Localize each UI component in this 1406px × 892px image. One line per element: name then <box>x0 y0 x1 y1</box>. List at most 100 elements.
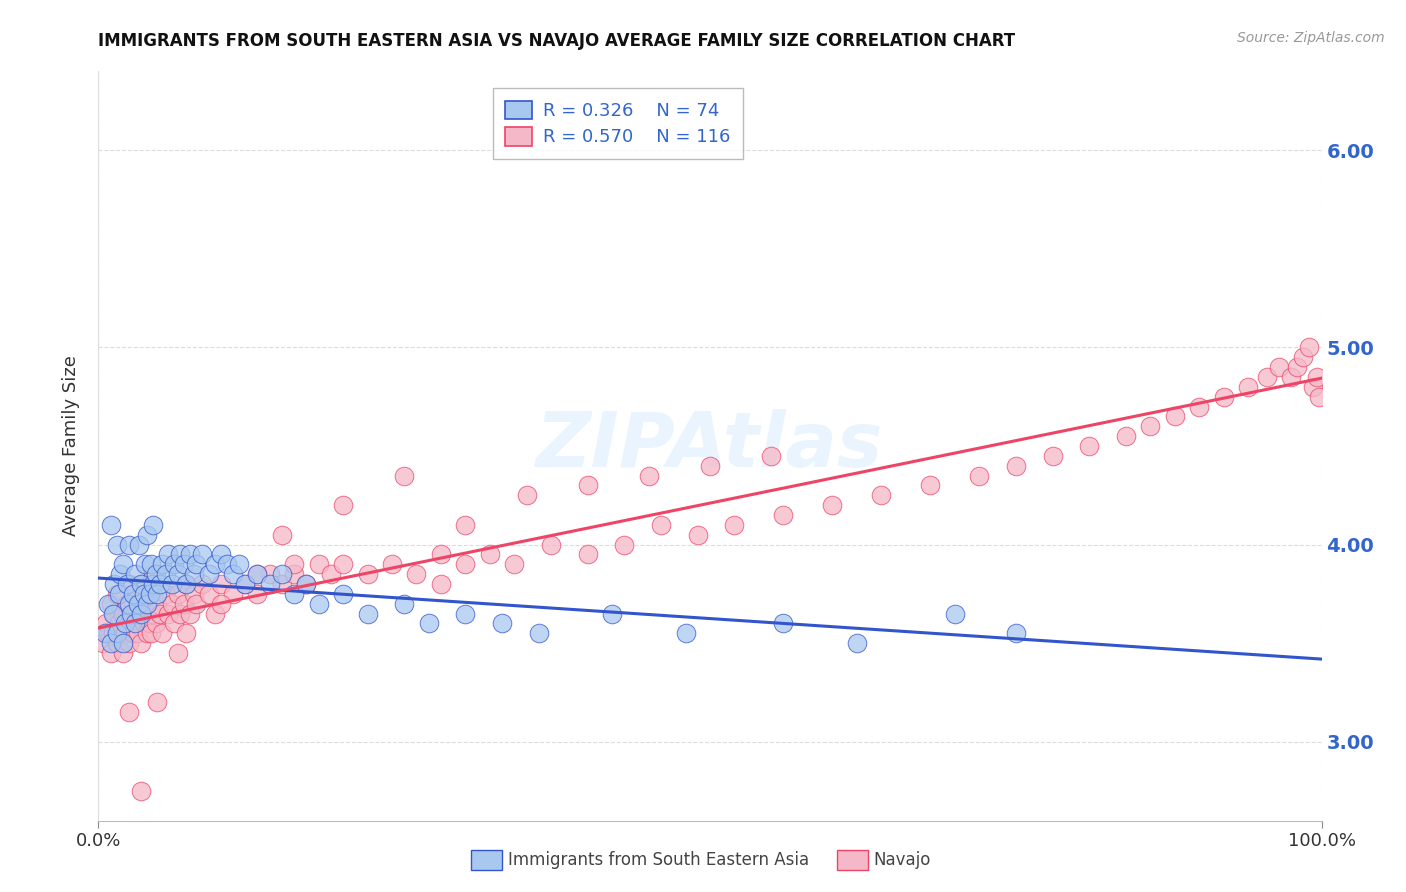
Point <box>91 636 114 650</box>
Point <box>101 607 124 621</box>
Point <box>723 517 745 532</box>
Point <box>430 548 453 562</box>
Point <box>176 577 198 591</box>
Point <box>356 567 378 582</box>
Point <box>139 558 162 572</box>
Point <box>761 449 783 463</box>
Point <box>132 587 155 601</box>
Point <box>209 548 232 562</box>
Point <box>100 517 122 532</box>
Point <box>259 577 281 591</box>
Point <box>283 567 305 582</box>
Point <box>134 577 156 591</box>
Point <box>270 567 294 582</box>
Point <box>332 587 354 601</box>
Point <box>105 636 128 650</box>
Point <box>454 517 477 532</box>
Point <box>150 626 173 640</box>
Point <box>129 607 152 621</box>
Point <box>111 607 134 621</box>
Point <box>124 587 146 601</box>
Point <box>169 548 191 562</box>
Point <box>146 587 169 601</box>
Text: IMMIGRANTS FROM SOUTH EASTERN ASIA VS NAVAJO AVERAGE FAMILY SIZE CORRELATION CHA: IMMIGRANTS FROM SOUTH EASTERN ASIA VS NA… <box>98 32 1015 50</box>
Point <box>100 646 122 660</box>
Point <box>418 616 440 631</box>
Point <box>1004 626 1026 640</box>
Point <box>128 538 150 552</box>
Point <box>136 587 159 601</box>
Point <box>97 626 120 640</box>
Point <box>150 558 173 572</box>
Point <box>121 626 143 640</box>
Point <box>115 577 138 591</box>
Point <box>246 567 269 582</box>
Point <box>686 527 709 541</box>
Point <box>259 567 281 582</box>
Point <box>110 626 132 640</box>
Point <box>920 478 942 492</box>
Point <box>186 558 208 572</box>
Point <box>105 626 128 640</box>
Point <box>246 587 269 601</box>
Point <box>1164 409 1187 424</box>
Point <box>197 587 219 601</box>
Point <box>145 567 167 582</box>
Point <box>97 597 120 611</box>
Point <box>163 558 186 572</box>
Point <box>1292 351 1315 365</box>
Point <box>191 548 214 562</box>
Point <box>155 587 177 601</box>
Point <box>129 636 152 650</box>
Legend: R = 0.326    N = 74, R = 0.570    N = 116: R = 0.326 N = 74, R = 0.570 N = 116 <box>492 88 744 159</box>
Point <box>160 577 183 591</box>
Point <box>356 607 378 621</box>
Point <box>101 626 124 640</box>
Point <box>118 597 141 611</box>
Point <box>129 784 152 798</box>
Point <box>222 567 245 582</box>
Point <box>650 517 672 532</box>
Point <box>699 458 721 473</box>
Text: ZIPAtlas: ZIPAtlas <box>536 409 884 483</box>
Point <box>179 548 201 562</box>
Point <box>540 538 562 552</box>
Point <box>1004 458 1026 473</box>
Point <box>94 616 117 631</box>
Point <box>1256 370 1278 384</box>
Point <box>270 527 294 541</box>
Point <box>93 626 115 640</box>
Point <box>124 616 146 631</box>
Point <box>233 577 256 591</box>
Point <box>392 597 416 611</box>
Point <box>576 548 599 562</box>
Point <box>103 607 125 621</box>
Point <box>108 616 131 631</box>
Point <box>675 626 697 640</box>
Point <box>637 468 661 483</box>
Point <box>967 468 990 483</box>
Point <box>478 548 501 562</box>
Point <box>136 527 159 541</box>
Point <box>179 607 201 621</box>
Point <box>173 597 195 611</box>
Point <box>108 587 131 601</box>
Point <box>114 616 136 631</box>
Point <box>115 597 138 611</box>
Point <box>118 577 141 591</box>
Point <box>142 567 165 582</box>
Point <box>100 636 122 650</box>
Point <box>845 636 868 650</box>
Point <box>176 577 198 591</box>
Point <box>183 567 205 582</box>
Point <box>173 558 195 572</box>
Point <box>209 597 232 611</box>
Point <box>103 577 125 591</box>
Point <box>118 636 141 650</box>
Point <box>155 567 177 582</box>
Point <box>191 577 214 591</box>
Point <box>163 616 186 631</box>
Point <box>772 616 794 631</box>
Point <box>111 646 134 660</box>
Point <box>124 607 146 621</box>
